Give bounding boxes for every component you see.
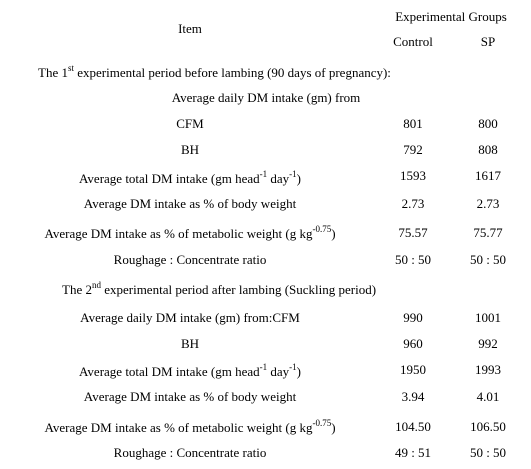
header-sp: SP xyxy=(480,34,496,49)
p2-bw-label: Average DM intake as % of body weight xyxy=(83,389,297,404)
p1-rc-sp: 50 : 50 xyxy=(469,252,507,267)
p1-cfm-control: 801 xyxy=(403,116,423,131)
p2-cfm-label: Average daily DM intake (gm) from:CFM xyxy=(80,310,300,325)
p1-cfm-sp: 800 xyxy=(478,116,498,131)
p2-rc-control: 49 : 51 xyxy=(394,445,432,460)
p1-bh-sp: 808 xyxy=(478,142,498,157)
p1-bh-label: BH xyxy=(180,142,200,157)
p2-cfm-sp: 1001 xyxy=(475,310,501,325)
header-control: Control xyxy=(393,34,433,49)
p1-mw-label: Average DM intake as % of metabolic weig… xyxy=(44,223,336,241)
period2-title: The 2nd experimental period after lambin… xyxy=(62,279,377,297)
p1-cfm-label: CFM xyxy=(176,116,204,131)
p1-bw-label: Average DM intake as % of body weight xyxy=(83,196,297,211)
p2-cfm-control: 990 xyxy=(403,310,423,325)
period1-subhead: Average daily DM intake (gm) from xyxy=(171,90,361,105)
p2-total-control: 1950 xyxy=(400,362,426,377)
p2-total-label: Average total DM intake (gm head-1 day-1… xyxy=(79,361,301,379)
p1-total-control: 1593 xyxy=(400,168,426,183)
header-item: Item xyxy=(178,21,202,36)
p2-rc-label: Roughage : Concentrate ratio xyxy=(113,445,267,460)
p2-bw-sp: 4.01 xyxy=(476,389,500,404)
p1-bh-control: 792 xyxy=(403,142,423,157)
p1-total-sp: 1617 xyxy=(475,168,501,183)
p2-mw-sp: 106.50 xyxy=(470,419,506,434)
p2-bh-label: BH xyxy=(180,336,200,351)
p2-bh-sp: 992 xyxy=(478,336,498,351)
p2-rc-sp: 50 : 50 xyxy=(469,445,507,460)
p2-mw-control: 104.50 xyxy=(395,419,431,434)
header-experimental-groups: Experimental Groups xyxy=(395,9,507,24)
p2-mw-label: Average DM intake as % of metabolic weig… xyxy=(44,417,336,435)
p1-total-label: Average total DM intake (gm head-1 day-1… xyxy=(79,168,301,186)
p1-mw-control: 75.57 xyxy=(398,225,428,240)
p1-mw-sp: 75.77 xyxy=(473,225,503,240)
p1-bw-control: 2.73 xyxy=(401,196,425,211)
p1-rc-control: 50 : 50 xyxy=(394,252,432,267)
p1-rc-label: Roughage : Concentrate ratio xyxy=(113,252,267,267)
p2-bw-control: 3.94 xyxy=(401,389,425,404)
p1-bw-sp: 2.73 xyxy=(476,196,500,211)
period1-title: The 1st experimental period before lambi… xyxy=(38,62,391,80)
p2-bh-control: 960 xyxy=(403,336,423,351)
p2-total-sp: 1993 xyxy=(475,362,501,377)
